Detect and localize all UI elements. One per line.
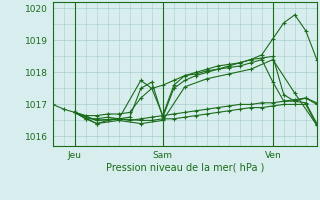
X-axis label: Pression niveau de la mer( hPa ): Pression niveau de la mer( hPa ) xyxy=(106,163,264,173)
